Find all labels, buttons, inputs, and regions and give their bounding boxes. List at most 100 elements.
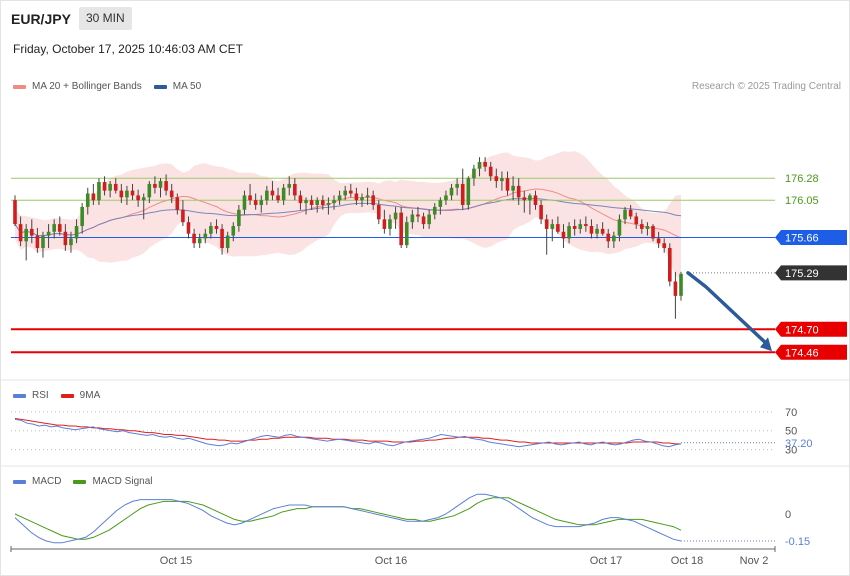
x-tick-oct-17: Oct 17 bbox=[590, 555, 622, 567]
legend-rsi-swatch bbox=[13, 393, 26, 398]
candle-body bbox=[388, 219, 392, 229]
candle-body bbox=[231, 226, 236, 236]
candle-body bbox=[432, 206, 437, 215]
candle-body bbox=[270, 190, 275, 196]
candle-body bbox=[136, 195, 140, 201]
macd-legend: MACD MACD Signal bbox=[13, 476, 158, 487]
candle-body bbox=[567, 226, 571, 239]
forecast-arrow-shaft bbox=[686, 271, 767, 345]
candle-body bbox=[41, 235, 45, 249]
legend-ma50-label: MA 50 bbox=[172, 81, 202, 92]
candle-body bbox=[376, 204, 381, 220]
level-175-66-badge bbox=[775, 230, 847, 245]
candles-group bbox=[13, 157, 683, 319]
candle-body bbox=[606, 233, 611, 242]
level-175-29-label: 175.29 bbox=[785, 268, 819, 280]
candle-body bbox=[125, 190, 129, 198]
candle-body bbox=[550, 224, 555, 229]
candle-body bbox=[52, 224, 56, 232]
candle-body bbox=[343, 190, 348, 196]
candle-body bbox=[348, 190, 353, 194]
candle-body bbox=[416, 214, 420, 217]
candle-body bbox=[46, 231, 51, 236]
candle-body bbox=[399, 212, 403, 246]
candle-body bbox=[332, 200, 336, 204]
candle-body bbox=[74, 226, 79, 239]
legend-rsi-label: RSI bbox=[32, 390, 49, 401]
candle-body bbox=[595, 228, 599, 234]
macd-last-label: -0.15 bbox=[785, 536, 810, 548]
candle-body bbox=[662, 243, 667, 249]
candle-body bbox=[449, 187, 454, 196]
legend-macd-signal: MACD Signal bbox=[73, 476, 152, 487]
candle-body bbox=[164, 181, 168, 191]
candle-body bbox=[113, 183, 118, 191]
level-174-70-badge bbox=[775, 321, 847, 337]
rsi-tick-30: 30 bbox=[785, 445, 797, 457]
rsi-last-label: 37.20 bbox=[785, 438, 813, 450]
candle-body bbox=[337, 195, 342, 201]
candle-body bbox=[80, 206, 84, 227]
candle-body bbox=[488, 166, 493, 177]
candle-body bbox=[612, 235, 616, 242]
candle-body bbox=[477, 161, 482, 169]
candle-body bbox=[35, 235, 40, 249]
candle-body bbox=[91, 193, 96, 201]
level-176-05-label: 176.05 bbox=[785, 195, 819, 207]
candle-body bbox=[309, 200, 314, 205]
symbol-title[interactable]: EUR/JPY bbox=[11, 11, 71, 27]
candle-body bbox=[321, 200, 325, 205]
candle-body bbox=[29, 228, 34, 236]
candle-body bbox=[539, 204, 543, 220]
candle-body bbox=[421, 216, 426, 225]
legend-ma20-label: MA 20 + Bollinger Bands bbox=[32, 81, 142, 92]
candle-body bbox=[505, 178, 510, 191]
legend-macd-signal-swatch bbox=[73, 479, 87, 484]
candle-body bbox=[85, 193, 90, 207]
candle-body bbox=[214, 226, 219, 229]
candle-body bbox=[617, 219, 622, 236]
candle-body bbox=[119, 190, 124, 198]
candle-body bbox=[651, 226, 655, 239]
rsi-line bbox=[14, 418, 682, 448]
candle-body bbox=[18, 224, 23, 242]
candle-body bbox=[304, 200, 308, 204]
legend-ma20: MA 20 + Bollinger Bands bbox=[13, 81, 142, 92]
candle-body bbox=[253, 200, 258, 205]
candle-body bbox=[130, 190, 135, 196]
candle-body bbox=[404, 222, 409, 246]
candle-body bbox=[192, 233, 196, 244]
rsi-legend: RSI 9MA bbox=[13, 390, 106, 401]
legend-macd-signal-label: MACD Signal bbox=[92, 476, 153, 487]
candle-body bbox=[500, 178, 504, 182]
legend-ma50-swatch bbox=[153, 84, 167, 89]
candle-body bbox=[516, 185, 521, 198]
candle-body bbox=[265, 190, 269, 201]
candle-body bbox=[281, 187, 286, 201]
candle-body bbox=[169, 190, 174, 198]
candle-body bbox=[186, 222, 191, 234]
candle-body bbox=[645, 226, 650, 229]
legend-rsi-ma: 9MA bbox=[60, 390, 100, 401]
candle-body bbox=[668, 248, 672, 282]
candle-body bbox=[102, 182, 107, 191]
legend-macd-label: MACD bbox=[32, 476, 62, 487]
candle-body bbox=[382, 219, 387, 229]
copyright-notice: Research © 2025 Trading Central bbox=[691, 81, 841, 92]
level-176-28-label: 176.28 bbox=[785, 173, 819, 185]
candle-body bbox=[584, 224, 588, 227]
x-tick-oct-16: Oct 16 bbox=[375, 555, 407, 567]
level-174-46-label: 174.46 bbox=[785, 347, 819, 359]
candle-body bbox=[589, 226, 594, 234]
interval-badge[interactable]: 30 MIN bbox=[79, 7, 132, 30]
candle-body bbox=[298, 195, 303, 204]
candle-body bbox=[276, 195, 280, 201]
candle-body bbox=[225, 235, 230, 249]
candle-body bbox=[556, 224, 560, 232]
chart-datetime: Friday, October 17, 2025 10:46:03 AM CET bbox=[13, 42, 243, 56]
candle-body bbox=[522, 197, 527, 201]
candle-body bbox=[427, 214, 431, 225]
candle-body bbox=[158, 181, 163, 188]
candle-body bbox=[561, 231, 566, 239]
